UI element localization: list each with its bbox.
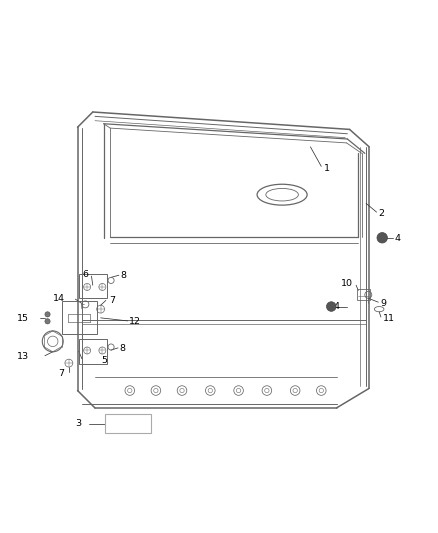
Text: 8: 8	[120, 271, 127, 280]
Text: 8: 8	[120, 344, 126, 353]
Text: 12: 12	[129, 317, 141, 326]
Bar	[79, 339, 107, 364]
Text: 10: 10	[341, 279, 353, 288]
Text: 14: 14	[53, 294, 65, 303]
Text: 7: 7	[58, 369, 64, 378]
Text: 9: 9	[380, 298, 386, 308]
Text: 7: 7	[110, 296, 115, 305]
Bar	[105, 415, 151, 433]
Bar	[79, 274, 107, 298]
Text: 5: 5	[102, 356, 107, 365]
Text: 13: 13	[17, 352, 29, 361]
Circle shape	[45, 312, 50, 317]
Text: 4: 4	[334, 302, 340, 311]
Text: 15: 15	[17, 314, 29, 323]
Text: 11: 11	[383, 314, 395, 323]
Circle shape	[45, 319, 50, 324]
Circle shape	[326, 302, 336, 311]
Text: 3: 3	[75, 419, 81, 428]
Bar	[62, 301, 97, 334]
Text: 4: 4	[395, 234, 401, 243]
Text: 1: 1	[323, 164, 329, 173]
Text: 2: 2	[379, 209, 385, 218]
Circle shape	[377, 232, 388, 243]
Bar	[357, 289, 370, 300]
Text: 6: 6	[82, 270, 88, 279]
